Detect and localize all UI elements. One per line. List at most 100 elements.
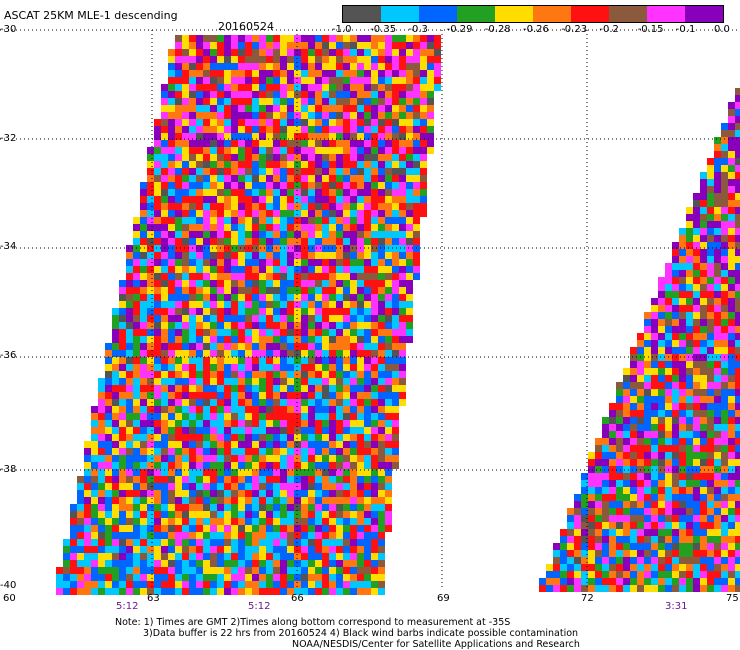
swath-cell xyxy=(196,35,203,42)
swath-cell xyxy=(707,305,714,312)
swath-cell xyxy=(714,382,721,389)
swath-cell xyxy=(280,462,287,469)
swath-cell xyxy=(322,42,329,49)
swath-cell xyxy=(392,189,399,196)
swath-cell xyxy=(217,35,224,42)
swath-cell xyxy=(280,385,287,392)
swath-cell xyxy=(224,70,231,77)
swath-cell xyxy=(119,329,126,336)
swath-cell xyxy=(238,189,245,196)
swath-cell xyxy=(644,445,651,452)
swath-cell xyxy=(245,231,252,238)
swath-cell xyxy=(420,56,427,63)
swath-cell xyxy=(217,84,224,91)
swath-cell xyxy=(231,427,238,434)
swath-cell xyxy=(168,574,175,581)
swath-cell xyxy=(329,154,336,161)
swath-cell xyxy=(329,399,336,406)
swath-cell xyxy=(336,581,343,588)
color-scale-segment xyxy=(381,6,419,22)
swath-cell xyxy=(301,217,308,224)
swath-cell xyxy=(343,518,350,525)
swath-cell xyxy=(329,336,336,343)
swath-cell xyxy=(182,119,189,126)
swath-cell xyxy=(168,525,175,532)
swath-cell xyxy=(266,161,273,168)
swath-cell xyxy=(658,326,665,333)
swath-cell xyxy=(266,210,273,217)
swath-cell xyxy=(336,161,343,168)
swath-cell xyxy=(161,476,168,483)
swath-cell xyxy=(735,396,740,403)
swath-cell xyxy=(721,200,728,207)
swath-cell xyxy=(581,543,588,550)
swath-cell xyxy=(266,497,273,504)
swath-cell xyxy=(175,63,182,70)
swath-cell xyxy=(259,70,266,77)
swath-cell xyxy=(371,525,378,532)
swath-cell xyxy=(224,336,231,343)
swath-cell xyxy=(161,336,168,343)
swath-cell xyxy=(413,119,420,126)
swath-cell xyxy=(203,189,210,196)
swath-cell xyxy=(721,137,728,144)
swath-cell xyxy=(714,172,721,179)
swath-cell xyxy=(203,343,210,350)
swath-cell xyxy=(105,469,112,476)
swath-cell xyxy=(700,270,707,277)
swath-cell xyxy=(161,483,168,490)
swath-cell xyxy=(644,410,651,417)
swath-cell xyxy=(273,238,280,245)
swath-cell xyxy=(357,518,364,525)
swath-cell xyxy=(266,70,273,77)
swath-cell xyxy=(714,137,721,144)
swath-cell xyxy=(378,56,385,63)
swath-cell xyxy=(273,441,280,448)
swath-cell xyxy=(630,347,637,354)
swath-cell xyxy=(126,245,133,252)
swath-cell xyxy=(609,543,616,550)
swath-cell xyxy=(357,189,364,196)
swath-cell xyxy=(623,564,630,571)
swath-cell xyxy=(308,504,315,511)
swath-cell xyxy=(70,553,77,560)
color-scale-segment xyxy=(495,6,533,22)
swath-cell xyxy=(329,77,336,84)
swath-cell xyxy=(420,70,427,77)
swath-cell xyxy=(392,154,399,161)
swath-cell xyxy=(322,371,329,378)
swath-cell xyxy=(168,217,175,224)
swath-cell xyxy=(210,112,217,119)
swath-cell xyxy=(679,438,686,445)
swath-cell xyxy=(581,515,588,522)
swath-cell xyxy=(273,546,280,553)
swath-cell xyxy=(392,35,399,42)
swath-cell xyxy=(231,497,238,504)
swath-cell xyxy=(294,161,301,168)
swath-cell xyxy=(308,336,315,343)
swath-cell xyxy=(294,280,301,287)
swath-cell xyxy=(343,560,350,567)
swath-cell xyxy=(721,221,728,228)
swath-cell xyxy=(140,301,147,308)
swath-cell xyxy=(280,581,287,588)
swath-cell xyxy=(175,525,182,532)
swath-cell xyxy=(154,182,161,189)
swath-cell xyxy=(686,536,693,543)
swath-cell xyxy=(133,217,140,224)
swath-cell xyxy=(385,301,392,308)
swath-cell xyxy=(154,238,161,245)
swath-cell xyxy=(385,385,392,392)
swath-cell xyxy=(693,340,700,347)
swath-cell xyxy=(728,312,735,319)
swath-cell xyxy=(308,378,315,385)
swath-cell xyxy=(315,504,322,511)
swath-cell xyxy=(231,336,238,343)
swath-cell xyxy=(210,406,217,413)
swath-cell xyxy=(196,364,203,371)
swath-cell xyxy=(406,259,413,266)
swath-cell xyxy=(637,438,644,445)
swath-cell xyxy=(196,511,203,518)
swath-cell xyxy=(728,403,735,410)
swath-cell xyxy=(343,420,350,427)
